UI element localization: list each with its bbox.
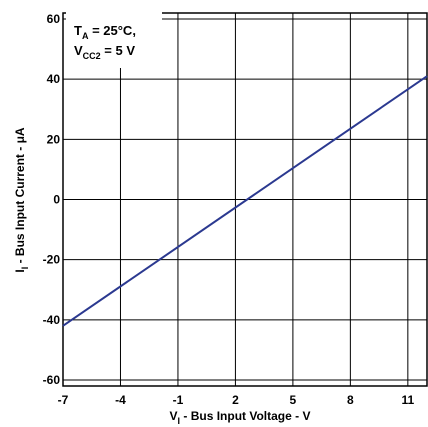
series-line-0 — [62, 75, 428, 327]
annotation-background — [66, 12, 162, 68]
annotation-voltage: = 5 V — [101, 43, 136, 58]
annotation-v: V — [74, 43, 83, 58]
x-tick-label: 2 — [232, 393, 239, 407]
grid-lines — [62, 13, 427, 386]
annotation-line-2: VCC2 = 5 V — [74, 43, 135, 61]
y-tick-labels: -60 -40 -20 0 20 40 60 — [43, 12, 61, 387]
y-axis-title-rest: - Bus Input Current - μA — [13, 127, 27, 267]
y-tick-label: -60 — [43, 373, 61, 387]
annotation-box: TA = 25°C, VCC2 = 5 V — [66, 12, 162, 68]
x-tick-label: -1 — [173, 393, 184, 407]
y-tick-label: 60 — [47, 12, 61, 26]
x-tick-label: 5 — [290, 393, 297, 407]
annotation-t: T — [74, 23, 82, 38]
x-tick-label: 8 — [347, 393, 354, 407]
y-tick-label: 20 — [47, 132, 61, 146]
y-tick-label: 40 — [47, 72, 61, 86]
y-tick-label: -20 — [43, 253, 61, 267]
x-axis-title-sub: I — [178, 416, 181, 426]
x-axis-title: VI - Bus Input Voltage - V — [170, 409, 311, 426]
y-tick-label: 0 — [53, 193, 60, 207]
x-tick-labels: -7 -4 -1 2 5 8 11 — [58, 393, 415, 407]
annotation-v-sub: CC2 — [83, 51, 101, 61]
x-tick-label: -7 — [58, 393, 69, 407]
y-axis-title-sub: I — [20, 267, 30, 270]
x-tick-label: -4 — [115, 393, 126, 407]
x-tick-label: 11 — [401, 393, 414, 407]
y-axis-title-main: I — [13, 269, 27, 272]
annotation-line-1: TA = 25°C, — [74, 23, 136, 41]
annotation-t-sub: A — [82, 31, 89, 41]
annotation-temp: = 25°C, — [88, 23, 135, 38]
y-tick-label: -40 — [43, 313, 61, 327]
x-axis-title-rest: - Bus Input Voltage - V — [180, 409, 310, 423]
plot-frame — [62, 12, 428, 387]
series-group — [62, 75, 428, 327]
x-axis-title-main: V — [170, 409, 178, 423]
y-axis-title: II - Bus Input Current - μA — [13, 127, 30, 273]
